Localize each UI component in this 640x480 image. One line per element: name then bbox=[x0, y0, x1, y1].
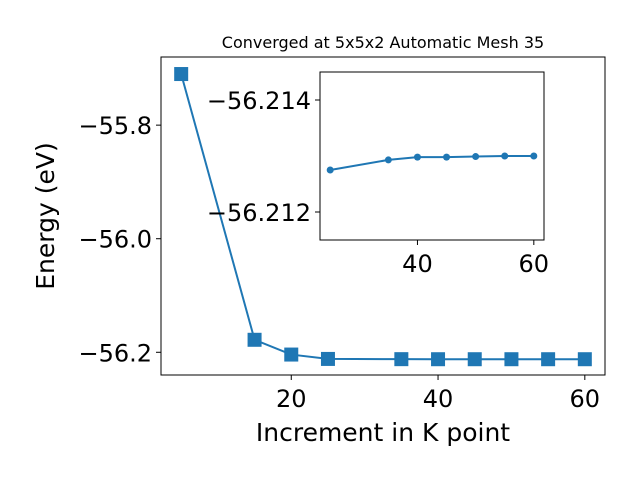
main-x-tick-label: 60 bbox=[570, 385, 601, 413]
main-plot-frame bbox=[160, 56, 606, 376]
main-x-tick-label: 40 bbox=[423, 385, 454, 413]
main-data-point bbox=[284, 347, 299, 362]
inset-data-point bbox=[384, 156, 392, 164]
main-y-tick-label: −56.2 bbox=[78, 339, 152, 367]
main-y-tick-label: −55.8 bbox=[78, 112, 152, 140]
inset-data-point bbox=[413, 153, 421, 161]
main-data-point bbox=[394, 352, 409, 367]
main-series-line bbox=[180, 73, 585, 361]
main-data-point bbox=[431, 352, 446, 367]
main-data-point bbox=[577, 352, 592, 367]
inset-x-tick-label: 60 bbox=[519, 250, 550, 278]
inset-y-tick-label: −56.212 bbox=[207, 199, 311, 227]
main-data-point bbox=[320, 351, 335, 366]
inset-y-tick-label: −56.214 bbox=[207, 87, 311, 115]
main-x-tick-label: 20 bbox=[276, 385, 307, 413]
main-data-point bbox=[467, 352, 482, 367]
inset-data-point bbox=[326, 166, 334, 174]
inset-data-point bbox=[443, 153, 451, 161]
x-axis-label: Increment in K point bbox=[256, 418, 510, 447]
main-data-point bbox=[174, 67, 189, 82]
inset-x-tick-label: 40 bbox=[402, 250, 433, 278]
chart-title: Converged at 5x5x2 Automatic Mesh 35 bbox=[222, 33, 544, 52]
y-axis-label: Energy (eV) bbox=[31, 142, 60, 289]
inset-data-point bbox=[530, 152, 538, 160]
main-data-point bbox=[541, 352, 556, 367]
main-data-point bbox=[504, 352, 519, 367]
inset-data-point bbox=[501, 152, 509, 160]
inset-data-point bbox=[472, 153, 480, 161]
main-data-point bbox=[247, 332, 262, 347]
main-y-tick-label: −56.0 bbox=[78, 226, 152, 254]
